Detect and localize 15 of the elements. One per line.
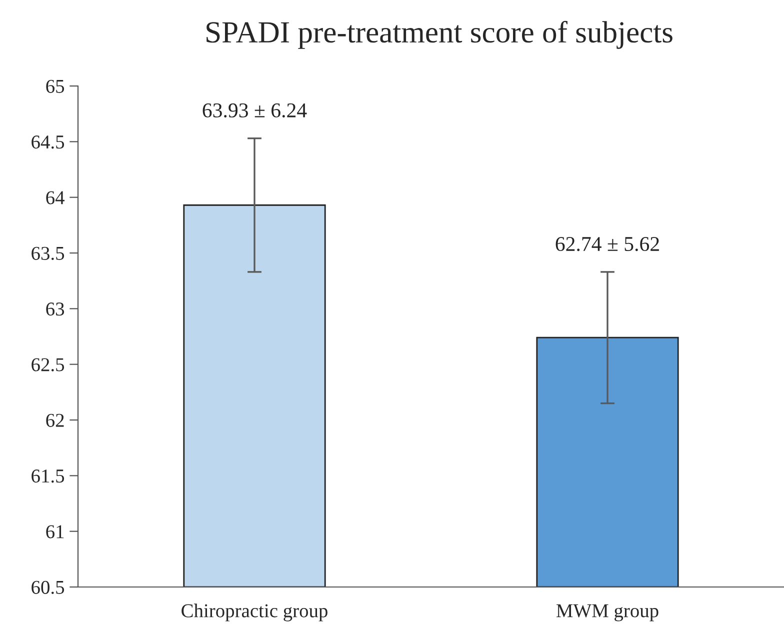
annotation: 62.74 ± 5.62: [556, 237, 659, 252]
y-tick-label: 63.5: [32, 246, 64, 260]
y-tick-label: 61: [46, 525, 64, 538]
y-tick-label: 64: [46, 191, 64, 204]
x-tick-label: MWM group: [556, 604, 658, 622]
annotation: 63.93 ± 6.24: [202, 103, 307, 118]
x-tick-label: Chiropractic group: [182, 604, 328, 622]
y-tick-label: 65: [46, 80, 64, 93]
y-tick-label: 60.5: [32, 580, 64, 594]
y-tick-label: 62: [46, 414, 64, 427]
y-tick-label: 63: [46, 302, 64, 316]
y-tick-label: 61.5: [32, 470, 64, 483]
chart-title: SPADI pre-treatment score of subjects: [206, 20, 672, 49]
y-tick-label: 62.5: [32, 358, 64, 372]
y-tick-label: 64.5: [32, 136, 64, 149]
